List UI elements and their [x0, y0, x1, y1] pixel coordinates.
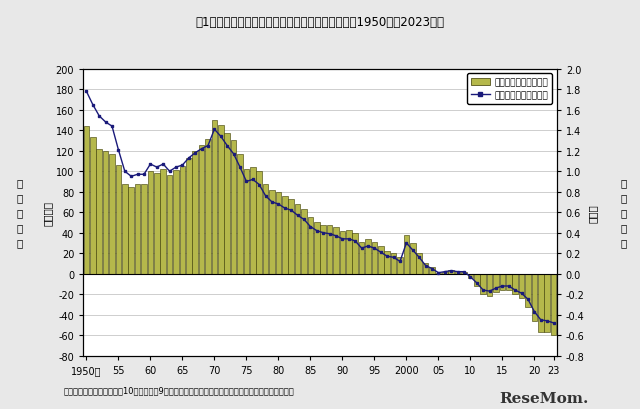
Bar: [237, 154, 243, 274]
Bar: [205, 140, 211, 274]
Bar: [90, 138, 95, 274]
Bar: [442, 272, 447, 274]
Bar: [551, 274, 556, 335]
Bar: [314, 223, 319, 274]
Bar: [333, 227, 339, 274]
Bar: [519, 274, 524, 299]
Bar: [180, 167, 185, 274]
Bar: [474, 274, 479, 286]
Bar: [423, 264, 428, 274]
Bar: [282, 196, 287, 274]
Bar: [109, 154, 115, 274]
Bar: [417, 254, 422, 274]
Bar: [250, 168, 255, 274]
Bar: [122, 184, 127, 274]
Bar: [301, 210, 307, 274]
Bar: [532, 274, 537, 321]
Bar: [506, 274, 511, 290]
Bar: [359, 242, 364, 274]
Bar: [167, 176, 172, 274]
Bar: [263, 184, 268, 274]
Bar: [449, 270, 454, 274]
Bar: [129, 187, 134, 274]
Bar: [231, 141, 236, 274]
Bar: [461, 272, 467, 274]
Bar: [141, 184, 147, 274]
Text: 図1　総人口の人口増減数及び人口増減率の推移（1950年～2023年）: 図1 総人口の人口増減数及び人口増減率の推移（1950年～2023年）: [195, 16, 445, 29]
Bar: [500, 274, 505, 290]
Bar: [429, 267, 435, 274]
Bar: [378, 246, 383, 274]
Bar: [436, 273, 441, 274]
Bar: [493, 274, 499, 292]
Bar: [199, 145, 204, 274]
Bar: [103, 151, 108, 274]
Bar: [276, 192, 281, 274]
Bar: [481, 274, 486, 294]
Text: ReseMom.: ReseMom.: [499, 391, 589, 405]
Bar: [244, 170, 249, 274]
Bar: [346, 230, 351, 274]
Bar: [257, 172, 262, 274]
Bar: [148, 172, 153, 274]
Bar: [545, 274, 550, 332]
Y-axis label: （％）: （％）: [588, 203, 598, 222]
Bar: [372, 242, 377, 274]
Bar: [218, 126, 223, 274]
Legend: 人口増減数（左目盛）, 人口増減率（右目盛）: 人口増減数（左目盛）, 人口増減率（右目盛）: [467, 74, 552, 105]
Bar: [455, 271, 460, 274]
Bar: [391, 254, 396, 274]
Bar: [404, 235, 409, 274]
Bar: [340, 231, 345, 274]
Y-axis label: （万人）: （万人）: [43, 200, 53, 225]
Bar: [154, 174, 159, 274]
Text: 人
口
増
減
率: 人 口 増 減 率: [621, 178, 627, 247]
Bar: [84, 127, 89, 274]
Bar: [97, 149, 102, 274]
Bar: [193, 151, 198, 274]
Bar: [135, 184, 140, 274]
Bar: [225, 134, 230, 274]
Bar: [212, 121, 217, 274]
Bar: [116, 166, 121, 274]
Bar: [327, 225, 332, 274]
Bar: [365, 239, 371, 274]
Bar: [385, 252, 390, 274]
Text: 人
口
増
減
数: 人 口 増 減 数: [16, 178, 22, 247]
Bar: [269, 190, 275, 274]
Bar: [487, 274, 492, 297]
Bar: [538, 274, 543, 332]
Bar: [410, 243, 415, 274]
Bar: [353, 233, 358, 274]
Bar: [308, 218, 313, 274]
Bar: [186, 159, 191, 274]
Bar: [468, 274, 473, 278]
Bar: [295, 204, 300, 274]
Bar: [321, 225, 326, 274]
Bar: [397, 258, 403, 274]
Text: 注）　人口増減率は、前年10月から当年9月までの人口増減数を前年人口（期首人口）で除したもの: 注） 人口増減率は、前年10月から当年9月までの人口増減数を前年人口（期首人口）…: [64, 386, 295, 395]
Bar: [513, 274, 518, 294]
Bar: [289, 200, 294, 274]
Bar: [525, 274, 531, 307]
Bar: [161, 170, 166, 274]
Bar: [173, 171, 179, 274]
